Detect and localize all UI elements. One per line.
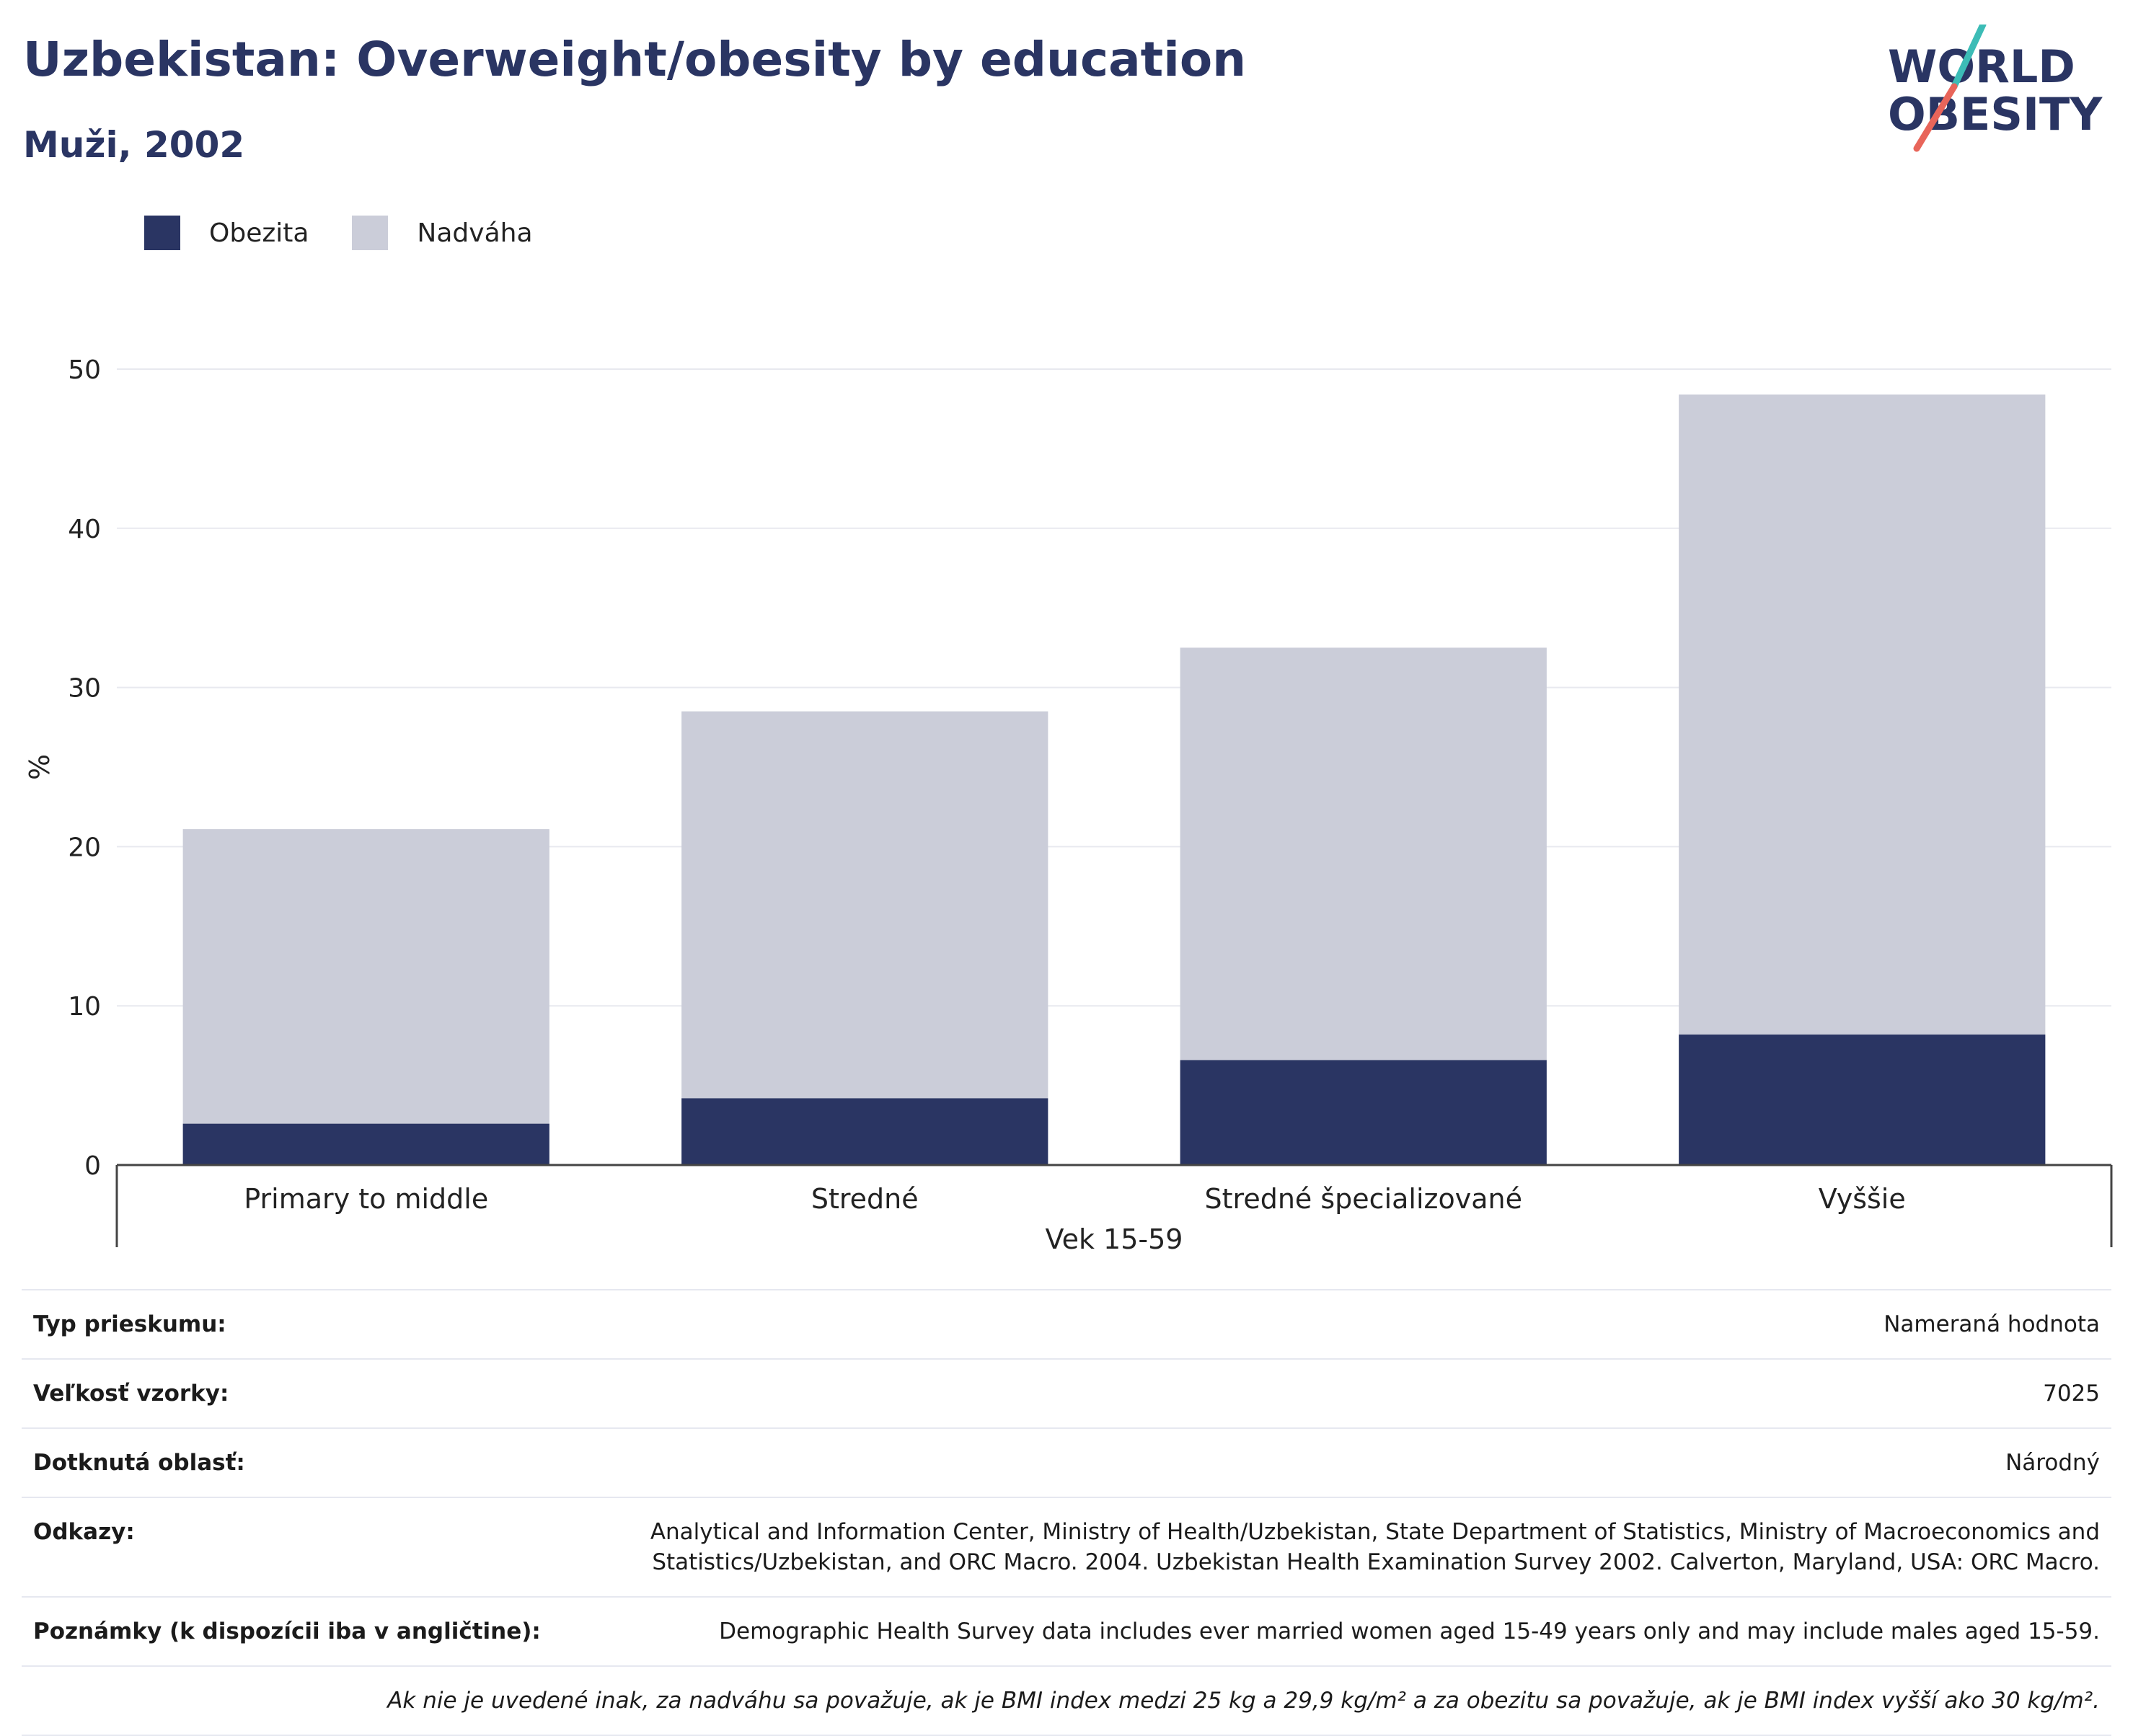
meta-row-references: Odkazy: Analytical and Information Cente… xyxy=(22,1497,2111,1596)
legend-item-overweight[interactable]: Nadváha xyxy=(352,216,533,250)
chart-subtitle: Muži, 2002 xyxy=(23,124,245,166)
meta-label: Poznámky (k dispozícii iba v angličtine)… xyxy=(33,1618,541,1644)
legend-label-overweight: Nadváha xyxy=(417,218,533,248)
y-axis-label: % xyxy=(24,754,56,780)
y-tick-label: 20 xyxy=(68,833,101,862)
meta-label: Odkazy: xyxy=(33,1519,135,1545)
legend-swatch-overweight xyxy=(352,216,389,250)
bar-overweight xyxy=(182,829,549,1124)
meta-row-sample-size: Veľkosť vzorky: 7025 xyxy=(22,1358,2111,1427)
meta-value: Analytical and Information Center, Minis… xyxy=(650,1519,2100,1575)
meta-label: Dotknutá oblasť: xyxy=(33,1450,245,1476)
x-tick-label: Stredné xyxy=(811,1183,919,1215)
meta-row-survey-type: Typ prieskumu: Nameraná hodnota xyxy=(22,1289,2111,1358)
meta-row-notes: Poznámky (k dispozícii iba v angličtine)… xyxy=(22,1596,2111,1665)
x-tick-label: Stredné špecializované xyxy=(1205,1183,1522,1215)
meta-row-area: Dotknutá oblasť: Národný xyxy=(22,1427,2111,1497)
legend-label-obesity: Obezita xyxy=(209,218,309,248)
definition-note: Ak nie je uvedené inak, za nadváhu sa po… xyxy=(387,1688,2100,1714)
logo-word-obesity: OBESITY xyxy=(1888,88,2103,141)
meta-label: Veľkosť vzorky: xyxy=(33,1381,229,1407)
y-tick-label: 0 xyxy=(84,1151,101,1181)
legend-swatch-obesity xyxy=(144,216,180,250)
meta-value: Demographic Health Survey data includes … xyxy=(719,1618,2100,1644)
meta-value: 7025 xyxy=(2043,1381,2100,1407)
bar-obesity xyxy=(1180,1060,1547,1165)
bar-overweight xyxy=(681,711,1048,1099)
bar-obesity xyxy=(1679,1034,2046,1165)
y-tick-label: 10 xyxy=(68,992,101,1022)
y-tick-label: 50 xyxy=(68,355,101,385)
legend-item-obesity[interactable]: Obezita xyxy=(144,216,309,250)
x-axis-label: Vek 15-59 xyxy=(1046,1223,1183,1254)
meta-label: Typ prieskumu: xyxy=(33,1311,226,1337)
chart-title: Uzbekistan: Overweight/obesity by educat… xyxy=(23,32,1247,87)
y-tick-label: 30 xyxy=(68,674,101,704)
survey-info-table: Typ prieskumu: Nameraná hodnota Veľkosť … xyxy=(22,1289,2111,1736)
logo-slash-bottom xyxy=(1913,83,1958,152)
bar-chart: 0 10 20 30 40 50% Primary to middle Stredné Stre… xyxy=(24,355,2113,1254)
x-tick-label: Vyššie xyxy=(1819,1183,1906,1215)
bar-overweight xyxy=(1679,394,2046,1035)
bar-overweight xyxy=(1180,647,1547,1060)
meta-value: Národný xyxy=(2005,1450,2100,1476)
meta-value: Nameraná hodnota xyxy=(1884,1311,2100,1337)
legend: Obezita Nadváha xyxy=(144,215,576,251)
bar-obesity xyxy=(681,1098,1048,1165)
y-tick-label: 40 xyxy=(68,515,101,544)
bar-obesity xyxy=(182,1123,549,1165)
x-tick-label: Primary to middle xyxy=(244,1183,488,1215)
world-obesity-logo: WORLD OBESITY xyxy=(1888,25,2103,152)
logo-word-world: WORLD xyxy=(1888,40,2075,93)
meta-row-definition-note: Ak nie je uvedené inak, za nadváhu sa po… xyxy=(22,1665,2111,1736)
logo-slash-top xyxy=(1951,25,1987,90)
